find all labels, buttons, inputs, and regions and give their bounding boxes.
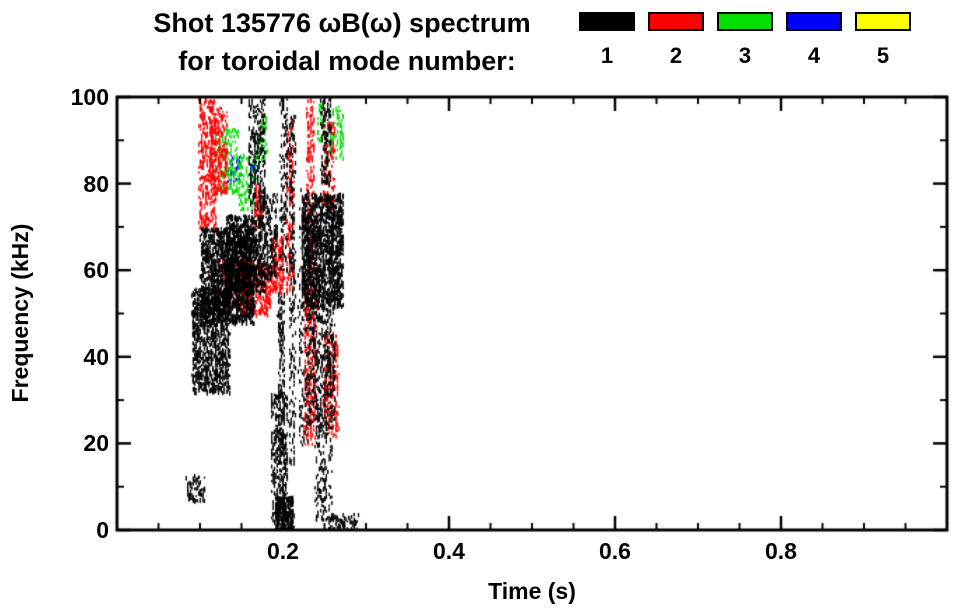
x-tick-label-0.2: 0.2 [267, 538, 299, 564]
x-tick-label-0.6: 0.6 [599, 538, 631, 564]
y-tick-label-40: 40 [83, 343, 109, 370]
y-tick-label-80: 80 [83, 170, 109, 197]
x-tick-label-0.8: 0.8 [765, 538, 797, 564]
x-axis-label: Time (s) [488, 578, 576, 604]
y-tick-label-100: 100 [70, 84, 109, 110]
y-tick-label-0: 0 [96, 517, 109, 543]
y-tick-label-60: 60 [83, 257, 109, 284]
y-axis-label: Frequency (kHz) [7, 223, 33, 403]
x-tick-label-0.4: 0.4 [433, 538, 465, 564]
y-tick-label-20: 20 [83, 430, 109, 457]
